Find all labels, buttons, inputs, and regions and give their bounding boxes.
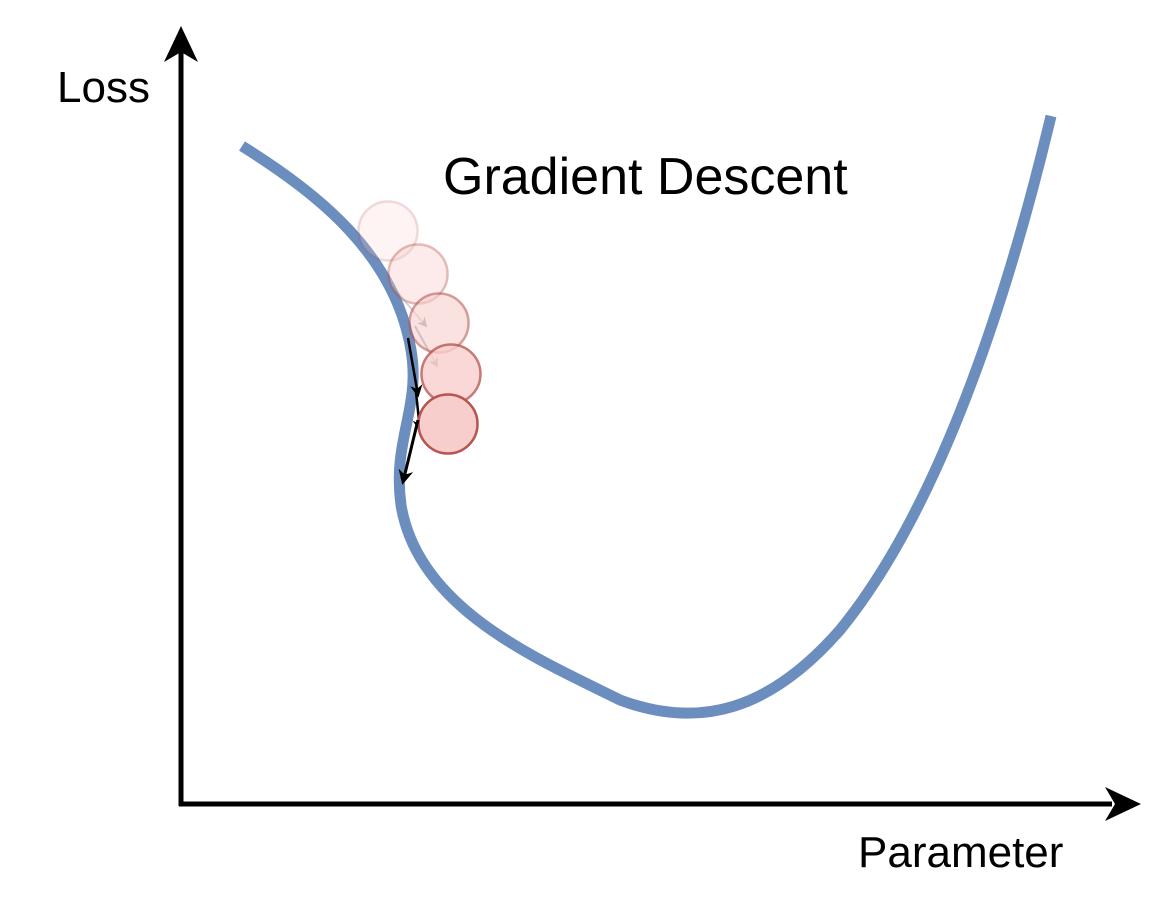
axes bbox=[164, 26, 1141, 821]
ball-step-1 bbox=[357, 200, 419, 262]
x-axis-arrowhead bbox=[1105, 787, 1141, 821]
x-axis-label: Parameter bbox=[858, 828, 1063, 877]
ball-step-3 bbox=[408, 292, 470, 354]
y-axis-label: Loss bbox=[57, 63, 150, 112]
ball-trail bbox=[357, 200, 482, 485]
gradient-step-arrow bbox=[398, 419, 420, 485]
trail-arrow-1 bbox=[406, 337, 423, 398]
y-axis-arrowhead bbox=[164, 26, 198, 62]
diagram-title: Gradient Descent bbox=[443, 148, 848, 206]
loss-curve bbox=[239, 114, 1057, 719]
ball-current bbox=[417, 393, 479, 455]
